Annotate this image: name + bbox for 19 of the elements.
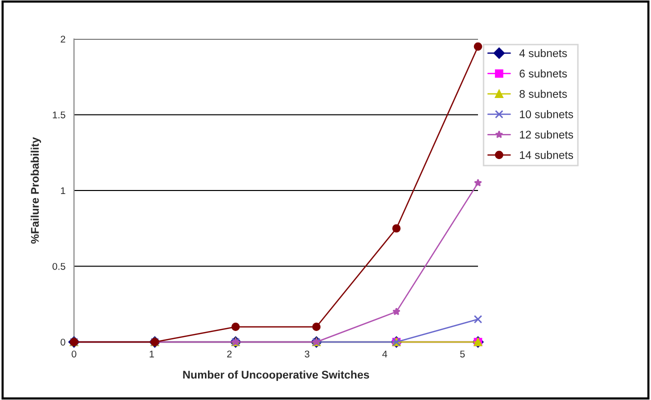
x-axis-title: Number of Uncooperative Switches	[183, 370, 370, 381]
x-tick-label: 0	[72, 350, 76, 358]
legend-label: 8 subnets	[520, 90, 567, 98]
x-tick-label: 5	[460, 350, 465, 358]
x-tick-label: 3	[304, 350, 310, 358]
y-tick-label: 0	[60, 338, 66, 346]
x-tick-label: 1	[150, 350, 154, 358]
legend-label: 12 subnets	[520, 130, 574, 139]
legend-label: 4 subnets	[519, 49, 567, 58]
x-tick-label: 2	[227, 350, 232, 358]
legend-label: 6 subnets	[520, 69, 567, 78]
y-tick-label: 1	[61, 187, 66, 194]
y-axis-title: %Failure Probability	[30, 137, 42, 244]
legend-label: 14 subnets	[520, 150, 574, 159]
y-tick-label: 2	[60, 36, 66, 43]
y-tick-label: 0.5	[52, 262, 66, 270]
legend-label: 10 subnets	[520, 110, 574, 118]
y-tick-label: 1.5	[52, 112, 66, 118]
x-tick-label: 4	[382, 350, 388, 358]
